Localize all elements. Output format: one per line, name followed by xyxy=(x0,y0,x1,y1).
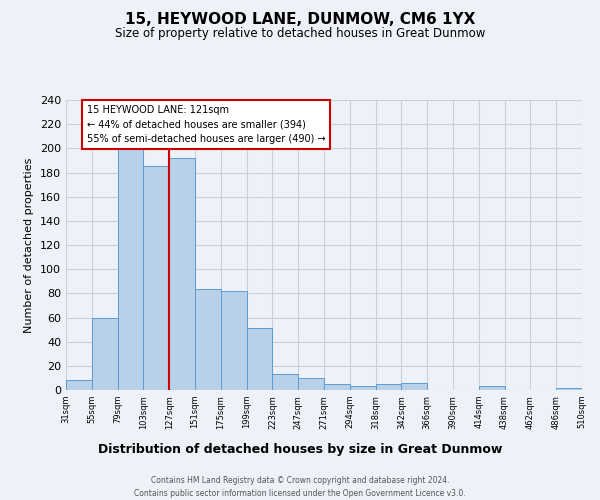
Bar xyxy=(376,384,401,390)
Bar xyxy=(92,318,118,390)
Text: 15, HEYWOOD LANE, DUNMOW, CM6 1YX: 15, HEYWOOD LANE, DUNMOW, CM6 1YX xyxy=(125,12,475,28)
Bar xyxy=(143,166,169,390)
Text: Contains public sector information licensed under the Open Government Licence v3: Contains public sector information licen… xyxy=(134,489,466,498)
Bar xyxy=(324,384,350,390)
Bar xyxy=(350,386,376,390)
Y-axis label: Number of detached properties: Number of detached properties xyxy=(25,158,34,332)
Bar xyxy=(479,386,505,390)
Bar xyxy=(272,374,298,390)
Text: Size of property relative to detached houses in Great Dunmow: Size of property relative to detached ho… xyxy=(115,28,485,40)
Bar xyxy=(556,388,582,390)
Text: Distribution of detached houses by size in Great Dunmow: Distribution of detached houses by size … xyxy=(98,442,502,456)
Bar xyxy=(66,380,92,390)
Bar xyxy=(195,288,221,390)
Text: 15 HEYWOOD LANE: 121sqm
← 44% of detached houses are smaller (394)
55% of semi-d: 15 HEYWOOD LANE: 121sqm ← 44% of detache… xyxy=(86,105,325,144)
Bar xyxy=(401,383,427,390)
Bar xyxy=(247,328,272,390)
Text: Contains HM Land Registry data © Crown copyright and database right 2024.: Contains HM Land Registry data © Crown c… xyxy=(151,476,449,485)
Bar xyxy=(169,158,195,390)
Bar xyxy=(118,148,143,390)
Bar xyxy=(221,291,247,390)
Bar xyxy=(298,378,324,390)
